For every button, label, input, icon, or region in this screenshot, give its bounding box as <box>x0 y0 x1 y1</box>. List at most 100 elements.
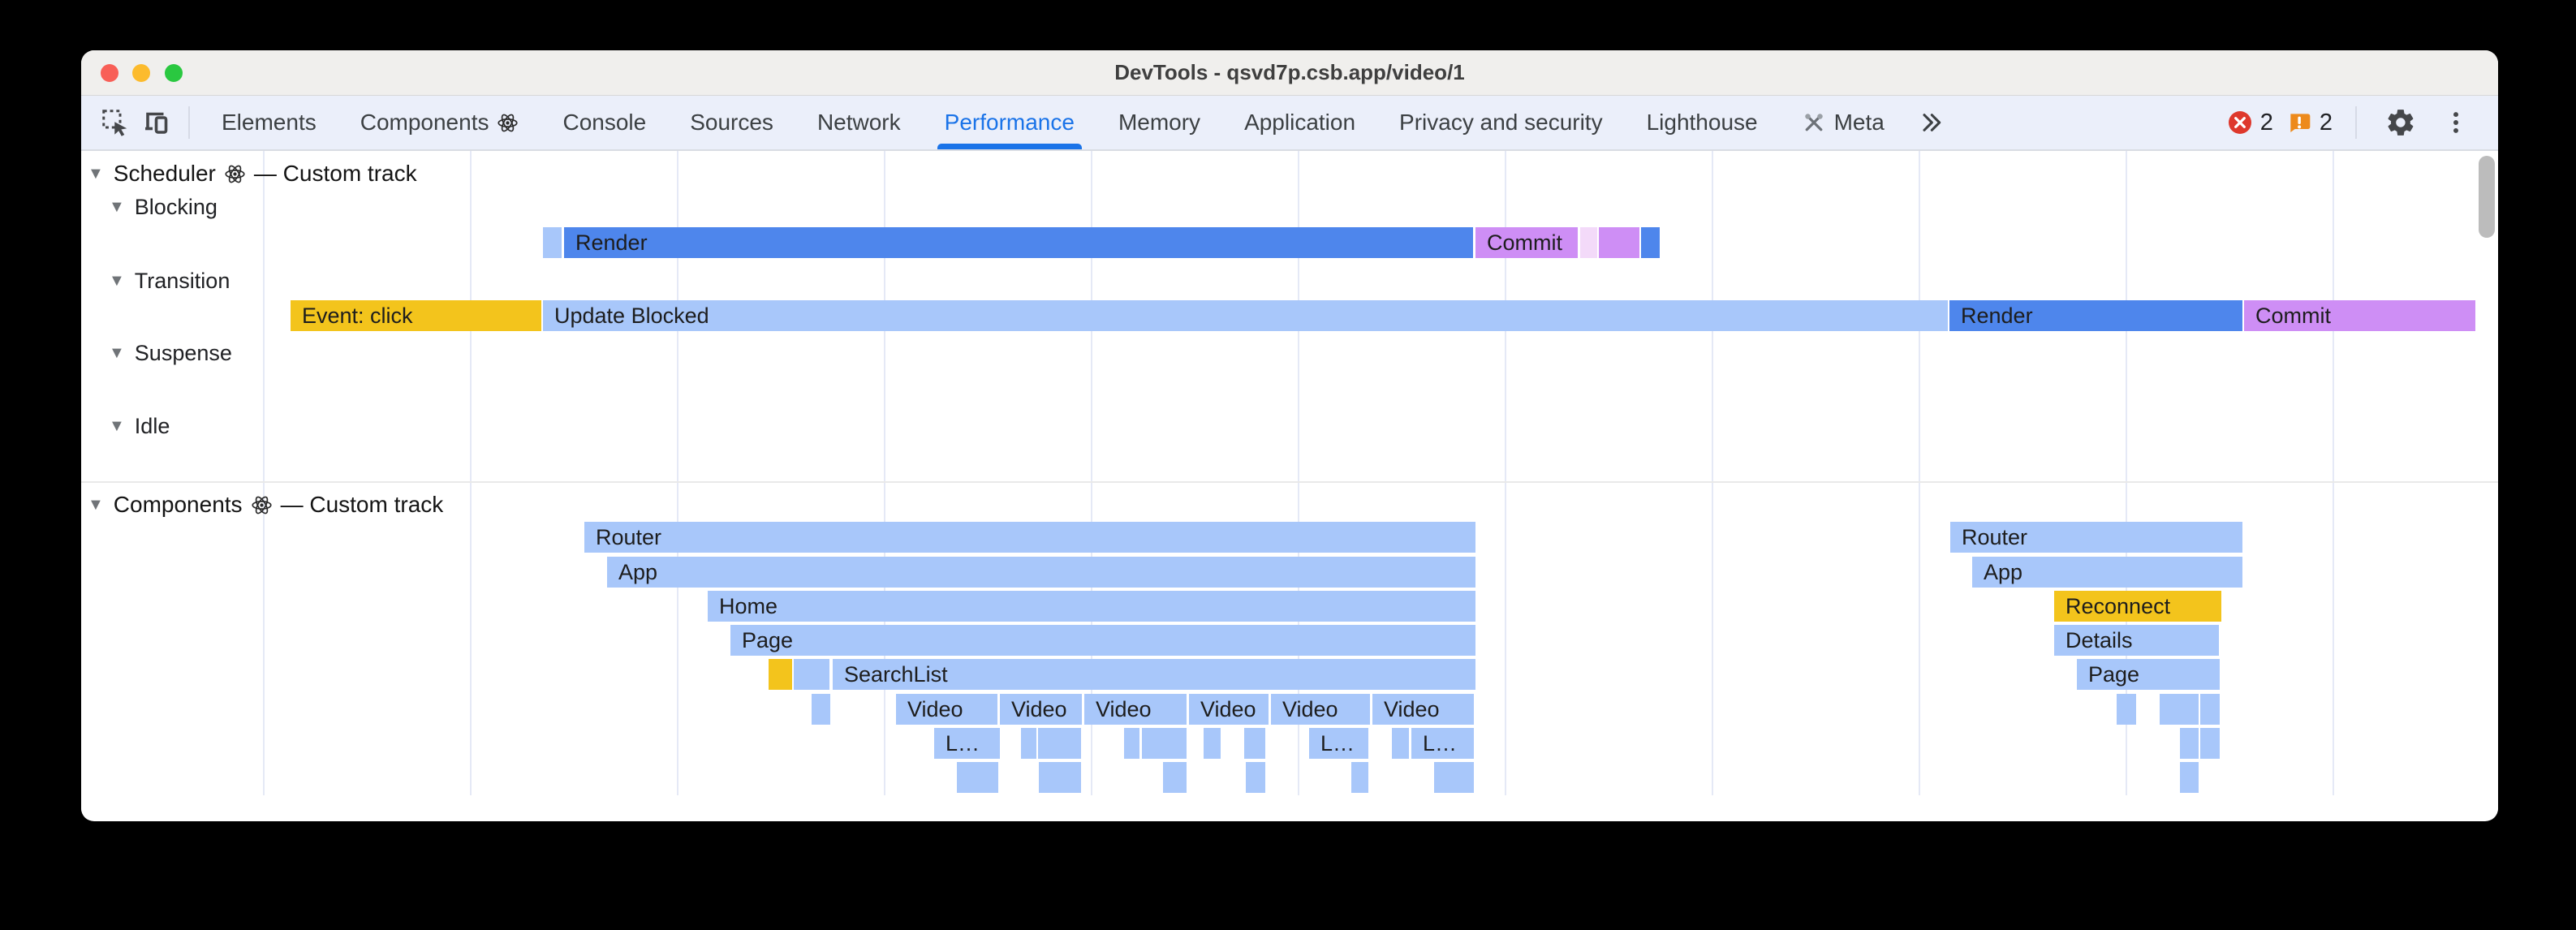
flame-bar-label: Video <box>907 696 963 721</box>
warning-count: 2 <box>2319 109 2333 136</box>
flame-bar-l[interactable]: L… <box>1309 728 1368 759</box>
toggle-device-toolbar-button[interactable] <box>136 101 179 144</box>
flame-bar[interactable] <box>1124 728 1139 759</box>
flame-bar-commit[interactable]: Commit <box>2244 300 2475 331</box>
flame-bar-app[interactable]: App <box>607 557 1475 588</box>
flame-bar[interactable] <box>769 659 792 690</box>
flame-bar-video[interactable]: Video <box>1000 694 1082 725</box>
flame-bar[interactable] <box>1039 762 1081 793</box>
flame-bar[interactable] <box>1021 728 1036 759</box>
tab-performance[interactable]: Performance <box>923 96 1096 149</box>
flame-bar-page[interactable]: Page <box>2077 659 2220 690</box>
tab-memory[interactable]: Memory <box>1096 96 1222 149</box>
window-title: DevTools - qsvd7p.csb.app/video/1 <box>1114 60 1465 84</box>
flame-bar-searchlist[interactable]: SearchList <box>833 659 1475 690</box>
flame-bar-event-click[interactable]: Event: click <box>291 300 541 331</box>
flame-bar-video[interactable]: Video <box>896 694 997 725</box>
flame-bar-app[interactable]: App <box>1972 557 2242 588</box>
flame-bar-home[interactable]: Home <box>708 591 1475 622</box>
tab-application[interactable]: Application <box>1222 96 1377 149</box>
flame-bar-render[interactable]: Render <box>564 227 1473 258</box>
vertical-scrollbar-thumb[interactable] <box>2479 156 2495 238</box>
track-name: Scheduler <box>113 161 216 186</box>
inspect-element-button[interactable] <box>94 101 136 144</box>
tab-label: Performance <box>944 110 1075 135</box>
flame-bar[interactable] <box>1244 728 1265 759</box>
track-header-scheduler[interactable]: ▼ Scheduler — Custom track <box>88 161 417 187</box>
devtools-toolbar: Elements Components Console Sources Network… <box>81 96 2498 151</box>
track-row-idle[interactable]: ▼ Idle <box>109 414 170 439</box>
console-errors-badge[interactable]: 2 <box>2227 110 2273 136</box>
flame-bar-details[interactable]: Details <box>2054 625 2219 656</box>
flame-bar[interactable] <box>543 227 562 258</box>
tab-elements[interactable]: Elements <box>200 96 338 149</box>
flame-bar[interactable] <box>2117 694 2136 725</box>
flame-bar[interactable] <box>1246 762 1265 793</box>
minimize-window-button[interactable] <box>132 64 150 82</box>
flame-bar[interactable] <box>957 762 998 793</box>
flame-bar-video[interactable]: Video <box>1189 694 1269 725</box>
tab-privacy-and-security[interactable]: Privacy and security <box>1377 96 1625 149</box>
track-row-transition[interactable]: ▼ Transition <box>109 269 230 294</box>
flame-bar-label: Details <box>2066 627 2133 652</box>
tab-sources[interactable]: Sources <box>668 96 795 149</box>
warning-icon <box>2290 114 2311 132</box>
tab-meta[interactable]: Meta <box>1780 96 1906 149</box>
track-name: Components <box>113 492 243 517</box>
flame-bar[interactable] <box>1641 227 1660 258</box>
gear-icon <box>2388 110 2414 136</box>
flame-bar-update-blocked[interactable]: Update Blocked <box>543 300 1948 331</box>
console-warnings-badge[interactable]: 2 <box>2286 110 2333 136</box>
track-row-suspense[interactable]: ▼ Suspense <box>109 341 232 366</box>
flame-bar-l[interactable]: L… <box>934 728 1000 759</box>
flame-bar[interactable] <box>1038 728 1081 759</box>
flame-bar-video[interactable]: Video <box>1084 694 1187 725</box>
flame-bar-label: SearchList <box>844 661 948 687</box>
flame-bar[interactable] <box>1163 762 1187 793</box>
flame-bar[interactable] <box>794 659 829 690</box>
tab-components[interactable]: Components <box>338 96 541 149</box>
flame-bar-page[interactable]: Page <box>730 625 1475 656</box>
flame-bar[interactable] <box>2200 728 2220 759</box>
flame-bar-router[interactable]: Router <box>584 522 1475 553</box>
react-atom-icon <box>251 496 272 514</box>
flame-bar-video[interactable]: Video <box>1271 694 1370 725</box>
tab-lighthouse[interactable]: Lighthouse <box>1625 96 1780 149</box>
flame-bar[interactable] <box>1204 728 1221 759</box>
flame-bar-label: Event: click <box>302 303 413 328</box>
flame-bar[interactable] <box>1142 728 1187 759</box>
more-tabs-button[interactable] <box>1918 110 1944 136</box>
disclosure-triangle-icon: ▼ <box>109 198 125 216</box>
flame-bar[interactable] <box>812 694 830 725</box>
flame-bar-video[interactable]: Video <box>1372 694 1474 725</box>
flame-bar-reconnect[interactable]: Reconnect <box>2054 591 2221 622</box>
track-row-blocking[interactable]: ▼ Blocking <box>109 195 218 220</box>
zoom-window-button[interactable] <box>165 64 183 82</box>
flame-bar[interactable] <box>1434 762 1474 793</box>
settings-button[interactable] <box>2380 101 2422 144</box>
flame-bar[interactable] <box>1599 227 1639 258</box>
tab-console[interactable]: Console <box>541 96 668 149</box>
track-header-components[interactable]: ▼ Components — Custom track <box>88 492 443 518</box>
flame-bar-label: Video <box>1200 696 1256 721</box>
flame-bar-l[interactable]: L… <box>1411 728 1474 759</box>
more-options-button[interactable] <box>2435 101 2477 144</box>
flame-bar[interactable] <box>2200 694 2220 725</box>
flame-bar[interactable] <box>2160 694 2199 725</box>
flame-bar[interactable] <box>2180 728 2199 759</box>
flame-bar-render[interactable]: Render <box>1949 300 2242 331</box>
flame-bar[interactable] <box>1351 762 1368 793</box>
flame-bar-label: App <box>618 559 658 584</box>
flame-bar-label: Video <box>1384 696 1440 721</box>
tab-network[interactable]: Network <box>795 96 923 149</box>
flame-bar[interactable] <box>1580 227 1597 258</box>
flame-bar-label: L… <box>946 730 980 756</box>
flame-bar-commit[interactable]: Commit <box>1475 227 1578 258</box>
flame-bar[interactable] <box>1392 728 1409 759</box>
close-window-button[interactable] <box>101 64 118 82</box>
flame-bar-router[interactable]: Router <box>1950 522 2242 553</box>
gridline <box>2333 151 2334 795</box>
tab-label: Sources <box>690 110 773 135</box>
flame-bar[interactable] <box>2180 762 2199 793</box>
disclosure-triangle-icon: ▼ <box>88 164 104 183</box>
